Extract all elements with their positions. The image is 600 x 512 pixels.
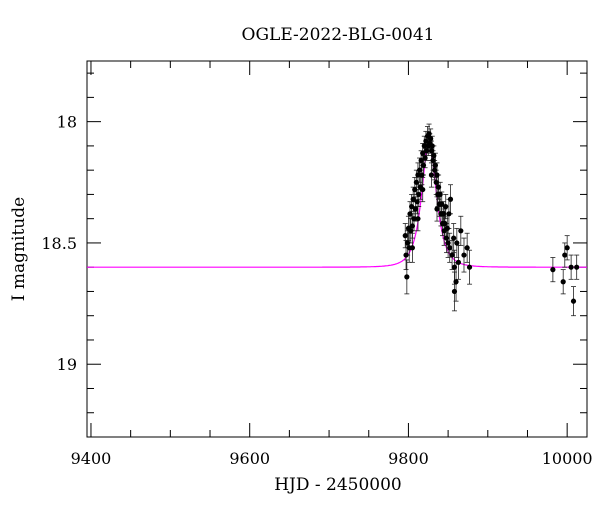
x-tick-labels: 9400 9600 9800 10000 <box>71 449 593 468</box>
data-point <box>449 252 455 258</box>
data-point <box>414 199 420 205</box>
data-point <box>419 172 425 178</box>
data-point <box>412 206 419 212</box>
data-point <box>429 143 435 149</box>
data-point <box>428 172 435 178</box>
data-point <box>428 136 434 142</box>
data-point <box>464 245 470 251</box>
data-point <box>404 274 410 280</box>
data-point <box>420 150 426 156</box>
y-tick-labels: 18 18.5 19 <box>41 113 77 375</box>
data-point <box>403 252 409 258</box>
data-point <box>412 186 418 193</box>
data-point <box>426 131 432 137</box>
data-point <box>446 211 452 217</box>
data-point <box>411 216 417 222</box>
y-axis-label: I magnitude <box>9 197 29 301</box>
data-point <box>444 225 450 231</box>
data-point <box>418 157 424 164</box>
data-points <box>402 131 580 304</box>
data-point <box>409 203 415 210</box>
data-point <box>443 203 449 210</box>
x-axis-label: HJD - 2450000 <box>274 475 402 495</box>
data-point <box>451 235 457 241</box>
data-point <box>451 288 458 295</box>
data-point <box>413 179 419 185</box>
data-point <box>454 240 460 246</box>
data-point <box>423 138 429 144</box>
data-point <box>420 186 426 193</box>
data-point <box>434 206 440 212</box>
data-point <box>439 201 445 207</box>
data-point <box>451 264 458 270</box>
data-point <box>434 172 440 178</box>
y-tick-label: 18 <box>57 113 77 132</box>
data-point <box>415 216 421 222</box>
data-point <box>562 252 568 258</box>
data-point <box>461 252 467 258</box>
data-point <box>432 162 439 168</box>
data-point <box>422 155 428 161</box>
data-point <box>430 157 436 164</box>
data-point <box>420 162 427 168</box>
data-point <box>442 220 448 227</box>
data-point <box>568 264 574 270</box>
data-point <box>455 259 462 265</box>
data-point <box>453 279 459 285</box>
data-point <box>407 211 413 217</box>
model-curve <box>87 140 587 268</box>
x-tick-label: 9800 <box>388 449 429 468</box>
data-point <box>574 264 580 270</box>
data-point <box>415 172 421 178</box>
x-tick-label: 9400 <box>71 449 112 468</box>
data-point <box>432 167 438 173</box>
y-tick-label: 19 <box>57 355 77 374</box>
data-point <box>443 235 450 241</box>
plot-frame <box>86 60 588 438</box>
data-point <box>560 279 566 285</box>
data-point <box>437 191 443 198</box>
chart-title: OGLE-2022-BLG-0041 <box>242 25 435 45</box>
data-point <box>447 196 454 202</box>
data-point <box>458 228 464 234</box>
data-point <box>416 167 423 173</box>
error-bars <box>402 123 580 317</box>
data-point <box>409 223 415 229</box>
data-point <box>433 179 439 185</box>
data-point <box>428 148 435 154</box>
data-point <box>466 264 473 270</box>
data-point <box>445 240 451 246</box>
data-point <box>550 267 556 273</box>
data-point <box>409 245 415 251</box>
data-point <box>408 228 414 234</box>
data-point <box>435 184 442 190</box>
data-point <box>447 245 453 251</box>
data-point <box>570 298 577 304</box>
data-point <box>440 211 446 217</box>
data-point <box>421 143 427 149</box>
x-tick-label: 10000 <box>542 449 593 468</box>
data-point <box>564 245 570 251</box>
data-point <box>416 191 422 198</box>
data-point <box>424 148 430 154</box>
x-tick-label: 9600 <box>229 449 270 468</box>
axis-ticks <box>87 61 587 438</box>
y-tick-label: 18.5 <box>41 234 77 253</box>
data-point <box>410 196 416 202</box>
data-point <box>402 233 408 239</box>
data-point <box>405 240 411 246</box>
data-point <box>431 153 437 159</box>
